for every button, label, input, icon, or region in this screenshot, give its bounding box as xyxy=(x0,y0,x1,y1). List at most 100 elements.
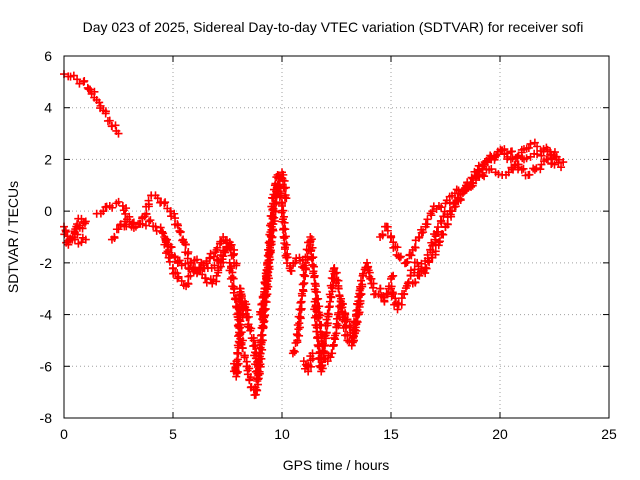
x-tick-label: 0 xyxy=(60,426,68,442)
data-point-interp xyxy=(296,312,305,321)
data-point xyxy=(526,139,535,148)
data-point-interp xyxy=(256,362,265,371)
data-point xyxy=(160,233,169,241)
data-point-interp xyxy=(257,308,266,317)
data-point-interp xyxy=(323,309,332,318)
data-point xyxy=(395,253,404,262)
data-point-interp xyxy=(451,202,460,211)
data-point-interp xyxy=(264,259,273,268)
data-point xyxy=(145,217,154,226)
data-point-interp xyxy=(135,219,144,228)
data-point xyxy=(448,207,457,216)
chart-title: Day 023 of 2025, Sidereal Day-to-day VTE… xyxy=(83,19,584,35)
data-point-interp xyxy=(383,226,392,235)
data-point-interp xyxy=(110,232,119,241)
data-point-interp xyxy=(354,292,363,301)
data-point-interp xyxy=(312,311,321,320)
data-point-interp xyxy=(323,321,332,330)
data-point-interp xyxy=(313,333,322,342)
data-point xyxy=(415,271,424,280)
x-tick-label: 10 xyxy=(274,426,290,442)
data-point-interp xyxy=(282,240,291,249)
data-point-interp xyxy=(522,154,531,163)
data-point-interp xyxy=(340,317,349,326)
x-tick-label: 25 xyxy=(601,426,617,442)
data-point-interp xyxy=(174,272,183,281)
x-tick-label: 5 xyxy=(169,426,177,442)
data-point-interp xyxy=(256,307,265,316)
data-point-interp xyxy=(235,315,244,324)
data-point xyxy=(474,170,483,179)
data-point xyxy=(160,199,169,208)
data-point-interp xyxy=(359,269,368,278)
data-point-interp xyxy=(240,351,249,360)
data-point-interp xyxy=(402,281,411,290)
data-point-interp xyxy=(299,270,308,279)
data-point-interp xyxy=(550,148,559,157)
data-point-interp xyxy=(349,332,358,341)
y-tick-label: 4 xyxy=(44,100,52,116)
y-axis-label: SDTVAR / TECUs xyxy=(5,181,21,293)
data-point xyxy=(387,284,395,293)
data-point-interp xyxy=(108,122,117,131)
data-point-interp xyxy=(290,347,299,356)
data-point-interp xyxy=(257,300,266,309)
data-point-interp xyxy=(313,313,322,322)
data-point xyxy=(557,163,566,172)
y-tick-label: -4 xyxy=(40,307,53,323)
data-point-interp xyxy=(393,243,402,252)
data-point-interp xyxy=(233,349,242,358)
data-point-interp xyxy=(387,272,396,281)
data-point-interp xyxy=(170,209,179,218)
data-point xyxy=(543,155,552,164)
data-point xyxy=(127,222,136,231)
data-point-interp xyxy=(334,284,343,293)
data-point-interp xyxy=(281,232,290,241)
data-point-interp xyxy=(387,233,396,242)
data-point-interp xyxy=(246,326,255,335)
data-point-interp xyxy=(326,353,335,362)
data-point xyxy=(559,158,568,167)
data-point-interp xyxy=(176,227,185,236)
data-point-interp xyxy=(378,230,387,239)
data-point-interp xyxy=(159,229,168,238)
data-point-interp xyxy=(262,298,271,307)
data-point-interp xyxy=(258,324,267,333)
data-point-interp xyxy=(175,256,184,265)
data-point-interp xyxy=(281,225,290,234)
data-point-interp xyxy=(165,257,174,266)
data-point xyxy=(186,258,195,267)
data-point-interp xyxy=(243,306,252,315)
data-point xyxy=(533,142,542,151)
data-point xyxy=(225,238,234,247)
data-point-interp xyxy=(311,302,320,311)
data-point-interp xyxy=(524,143,533,152)
data-point-interp xyxy=(507,147,516,156)
data-point xyxy=(308,349,317,358)
data-point-interp xyxy=(61,227,70,236)
data-point-interp xyxy=(129,218,138,227)
data-point xyxy=(77,238,86,247)
data-point-interp xyxy=(443,220,452,229)
data-point-interp xyxy=(322,329,331,338)
data-point-interp xyxy=(75,79,84,88)
data-point-interp xyxy=(114,197,123,206)
data-point-interp xyxy=(472,172,481,181)
data-point-interp xyxy=(193,268,202,277)
data-point-interp xyxy=(252,385,261,394)
data-point-interp xyxy=(163,247,172,256)
data-point xyxy=(389,271,398,280)
data-point xyxy=(105,116,114,125)
data-point-interp xyxy=(318,361,327,370)
data-point xyxy=(173,274,182,283)
data-point-interp xyxy=(439,230,448,239)
data-point-interp xyxy=(437,216,446,225)
data-point-interp xyxy=(313,288,322,297)
data-point-interp xyxy=(229,274,238,283)
data-point-interp xyxy=(229,288,238,297)
data-point xyxy=(158,227,167,236)
data-point-interp xyxy=(235,331,244,340)
data-point xyxy=(393,305,402,314)
data-point-interp xyxy=(329,340,338,349)
data-point-interp xyxy=(369,283,378,292)
